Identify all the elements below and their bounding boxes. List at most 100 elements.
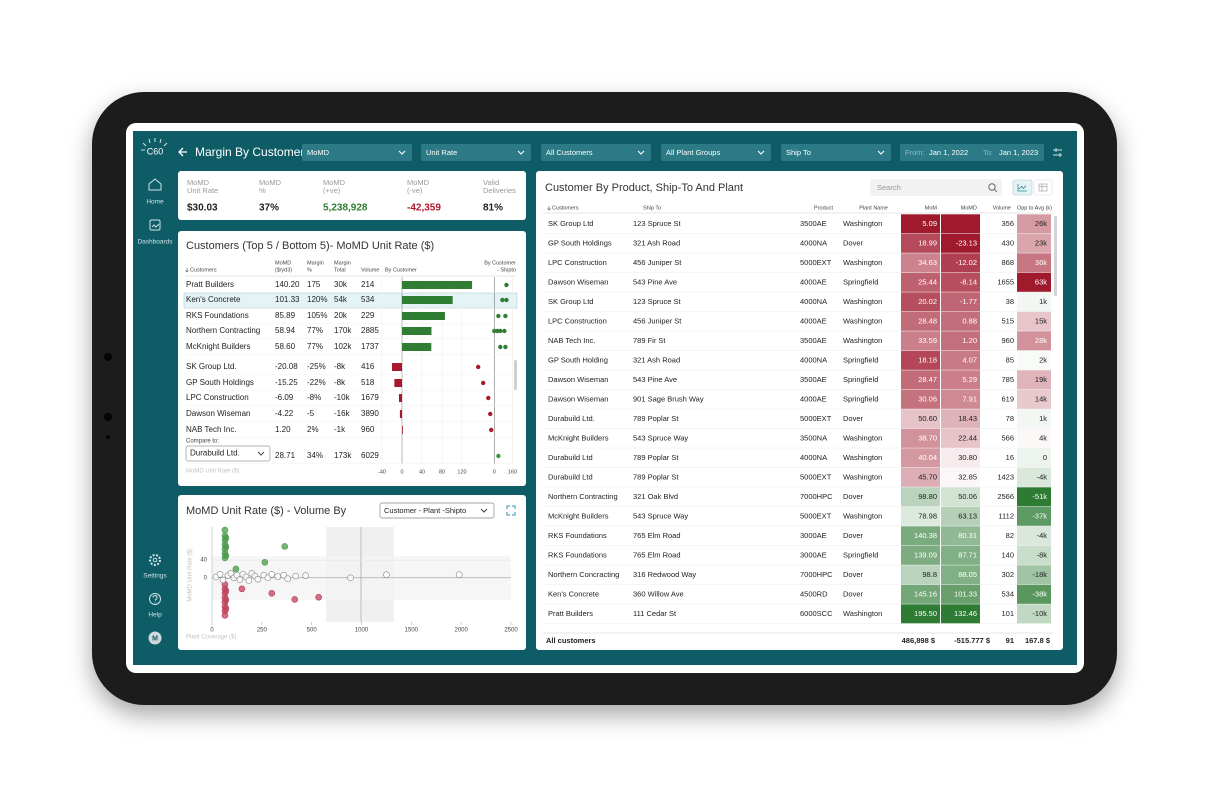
back-button[interactable] [178,147,187,157]
heat-cell [901,428,940,448]
cell: 789 Poplar St [633,453,679,462]
cell: -8k [334,378,346,387]
customer-name: LPC Construction [186,393,249,402]
cell: -10k [334,393,351,402]
kpi-value: 37% [259,203,279,214]
cell: Springfield [843,277,878,286]
heat-cell [901,545,940,565]
x-tick-label: 160 [508,469,517,475]
cell: 868 [1001,258,1014,267]
bar [402,426,403,434]
sort-icon[interactable] [185,268,189,273]
search-box[interactable] [870,179,1002,196]
expand-icon[interactable] [506,505,516,516]
column-header: MoM [925,205,938,211]
x-tick-label: 120 [457,469,466,475]
heat-cell [901,253,940,273]
heat-cell [1017,214,1051,234]
volume-by-select[interactable] [379,502,495,519]
y-tick-label: 40 [200,558,207,564]
cell: 14k [1035,394,1047,403]
cell: 543 Spruce Way [633,433,688,442]
cell: Washington [843,609,882,618]
cell: Dover [843,570,864,579]
cell: 7000HPC [800,492,833,501]
heat-cell [1017,584,1051,604]
cell: McKnight Builders [548,433,609,442]
cell: 28.47 [918,375,937,384]
filter-select[interactable] [302,144,412,161]
date-from-label: From: [905,148,925,157]
cell: Northern Contracting [548,492,618,501]
cell: -5 [307,409,315,418]
heat-cell [1017,389,1051,409]
cell: 1655 [997,277,1014,286]
chevron [257,451,265,456]
cell: 456 Juniper St [633,258,682,267]
heat-cell [941,584,980,604]
cell: 34% [307,451,323,460]
heat-cell [1017,253,1051,273]
cell: 173k [334,451,352,460]
filter-select[interactable] [661,144,771,161]
heat-cell [901,409,940,429]
cell: 2% [307,425,319,434]
shipto-dot [503,313,508,319]
help-icon[interactable] [149,593,161,605]
scatter-point [347,574,354,582]
cell: 789 Poplar St [633,414,679,423]
filter-select[interactable] [541,144,651,161]
kpi-label: Valid [483,178,499,187]
heat-cell [901,448,940,468]
heat-cell [941,272,980,292]
footer-cell: -515.777 $ [954,636,991,645]
cell: 132.46 [954,609,977,618]
filter-select[interactable] [421,144,531,161]
date-to-label: To: [983,148,993,157]
table-view-button[interactable] [1033,179,1053,196]
bar [402,312,445,320]
heat-cell [941,350,980,370]
cell: 229 [361,311,375,320]
column-header: Margin [334,260,351,266]
column-header: Product [814,205,833,211]
scatter-point [261,559,269,566]
sort-icon[interactable] [547,206,551,211]
cell: 1737 [361,342,379,351]
cell: 101.33 [954,589,977,598]
avatar[interactable] [148,631,162,645]
cell: 3500AE [800,336,827,345]
cell: Dover [843,492,864,501]
compare-select[interactable] [185,445,271,462]
filter-settings-icon[interactable] [1053,148,1062,157]
shipto-dot [498,344,503,350]
bar [402,327,432,335]
dashboards-icon[interactable] [149,219,161,231]
cell: 50.06 [958,492,977,501]
scatter-point [221,612,229,619]
chevron [398,150,406,155]
x-tick-label: 1500 [405,628,419,634]
settings-icon[interactable] [149,554,161,566]
cell: 1679 [361,393,379,402]
filter-select[interactable] [781,144,891,161]
home-icon[interactable] [148,178,162,191]
customer-name: Ken's Concrete [186,295,241,304]
heat-cell [901,311,940,331]
cell: McKnight Builders [548,511,609,520]
cell: 360 Willow Ave [633,589,684,598]
cell: Dover [843,414,864,423]
cell: 5.29 [962,375,977,384]
heat-cell [1017,233,1051,253]
scatter-point [268,570,276,578]
cell: RKS Foundations [548,550,607,559]
date-range[interactable] [900,144,1044,161]
chevron [757,150,765,155]
cell: 30k [334,280,348,289]
cell: 0.88 [962,316,977,325]
heat-cell [901,467,940,487]
cell: 30.80 [958,453,977,462]
compare-value: Durabuild Ltd. [190,449,240,458]
detail-title: Customer By Product, Ship-To And Plant [545,182,743,194]
date-to: Jan 1, 2023 [999,148,1038,157]
